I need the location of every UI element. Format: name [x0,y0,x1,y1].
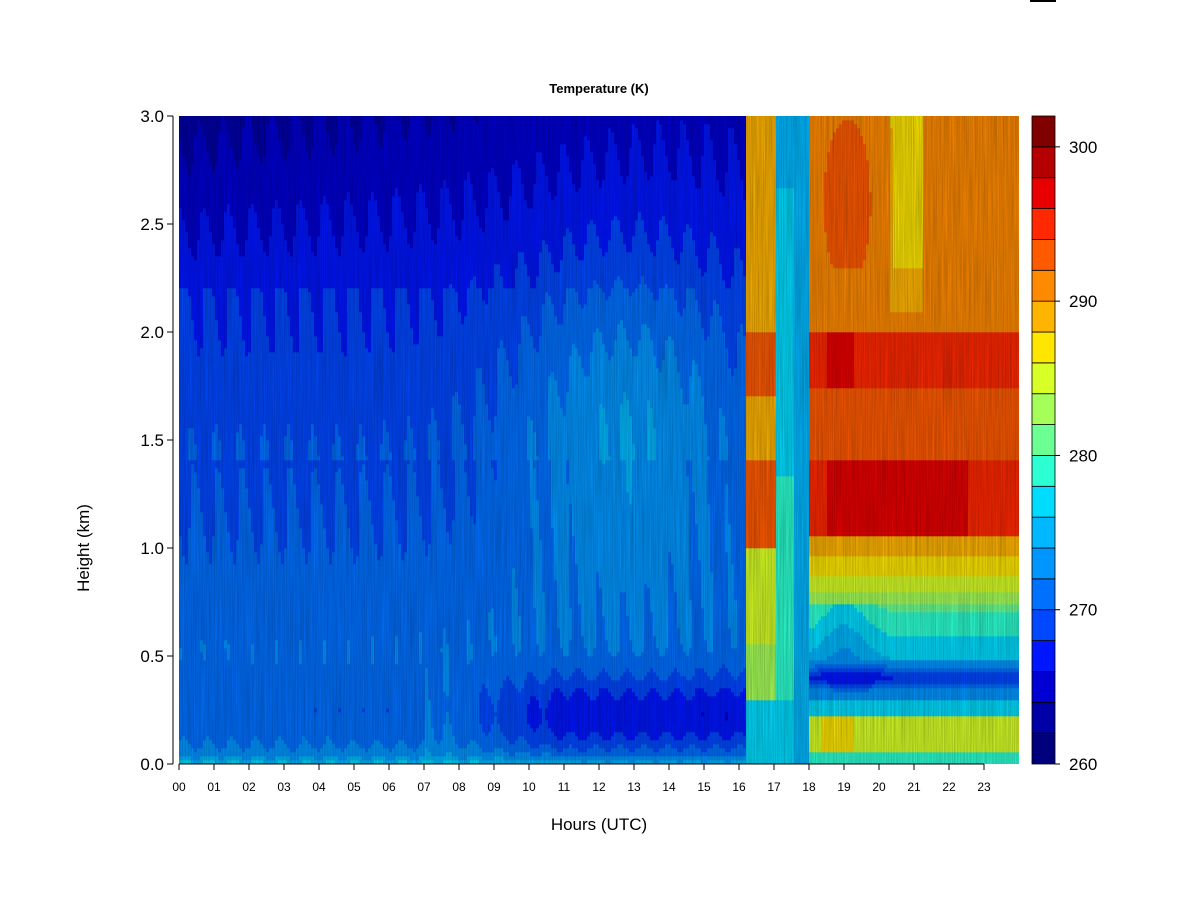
chart-title: Temperature (K) [549,81,648,96]
corner-mark [1030,0,1056,2]
